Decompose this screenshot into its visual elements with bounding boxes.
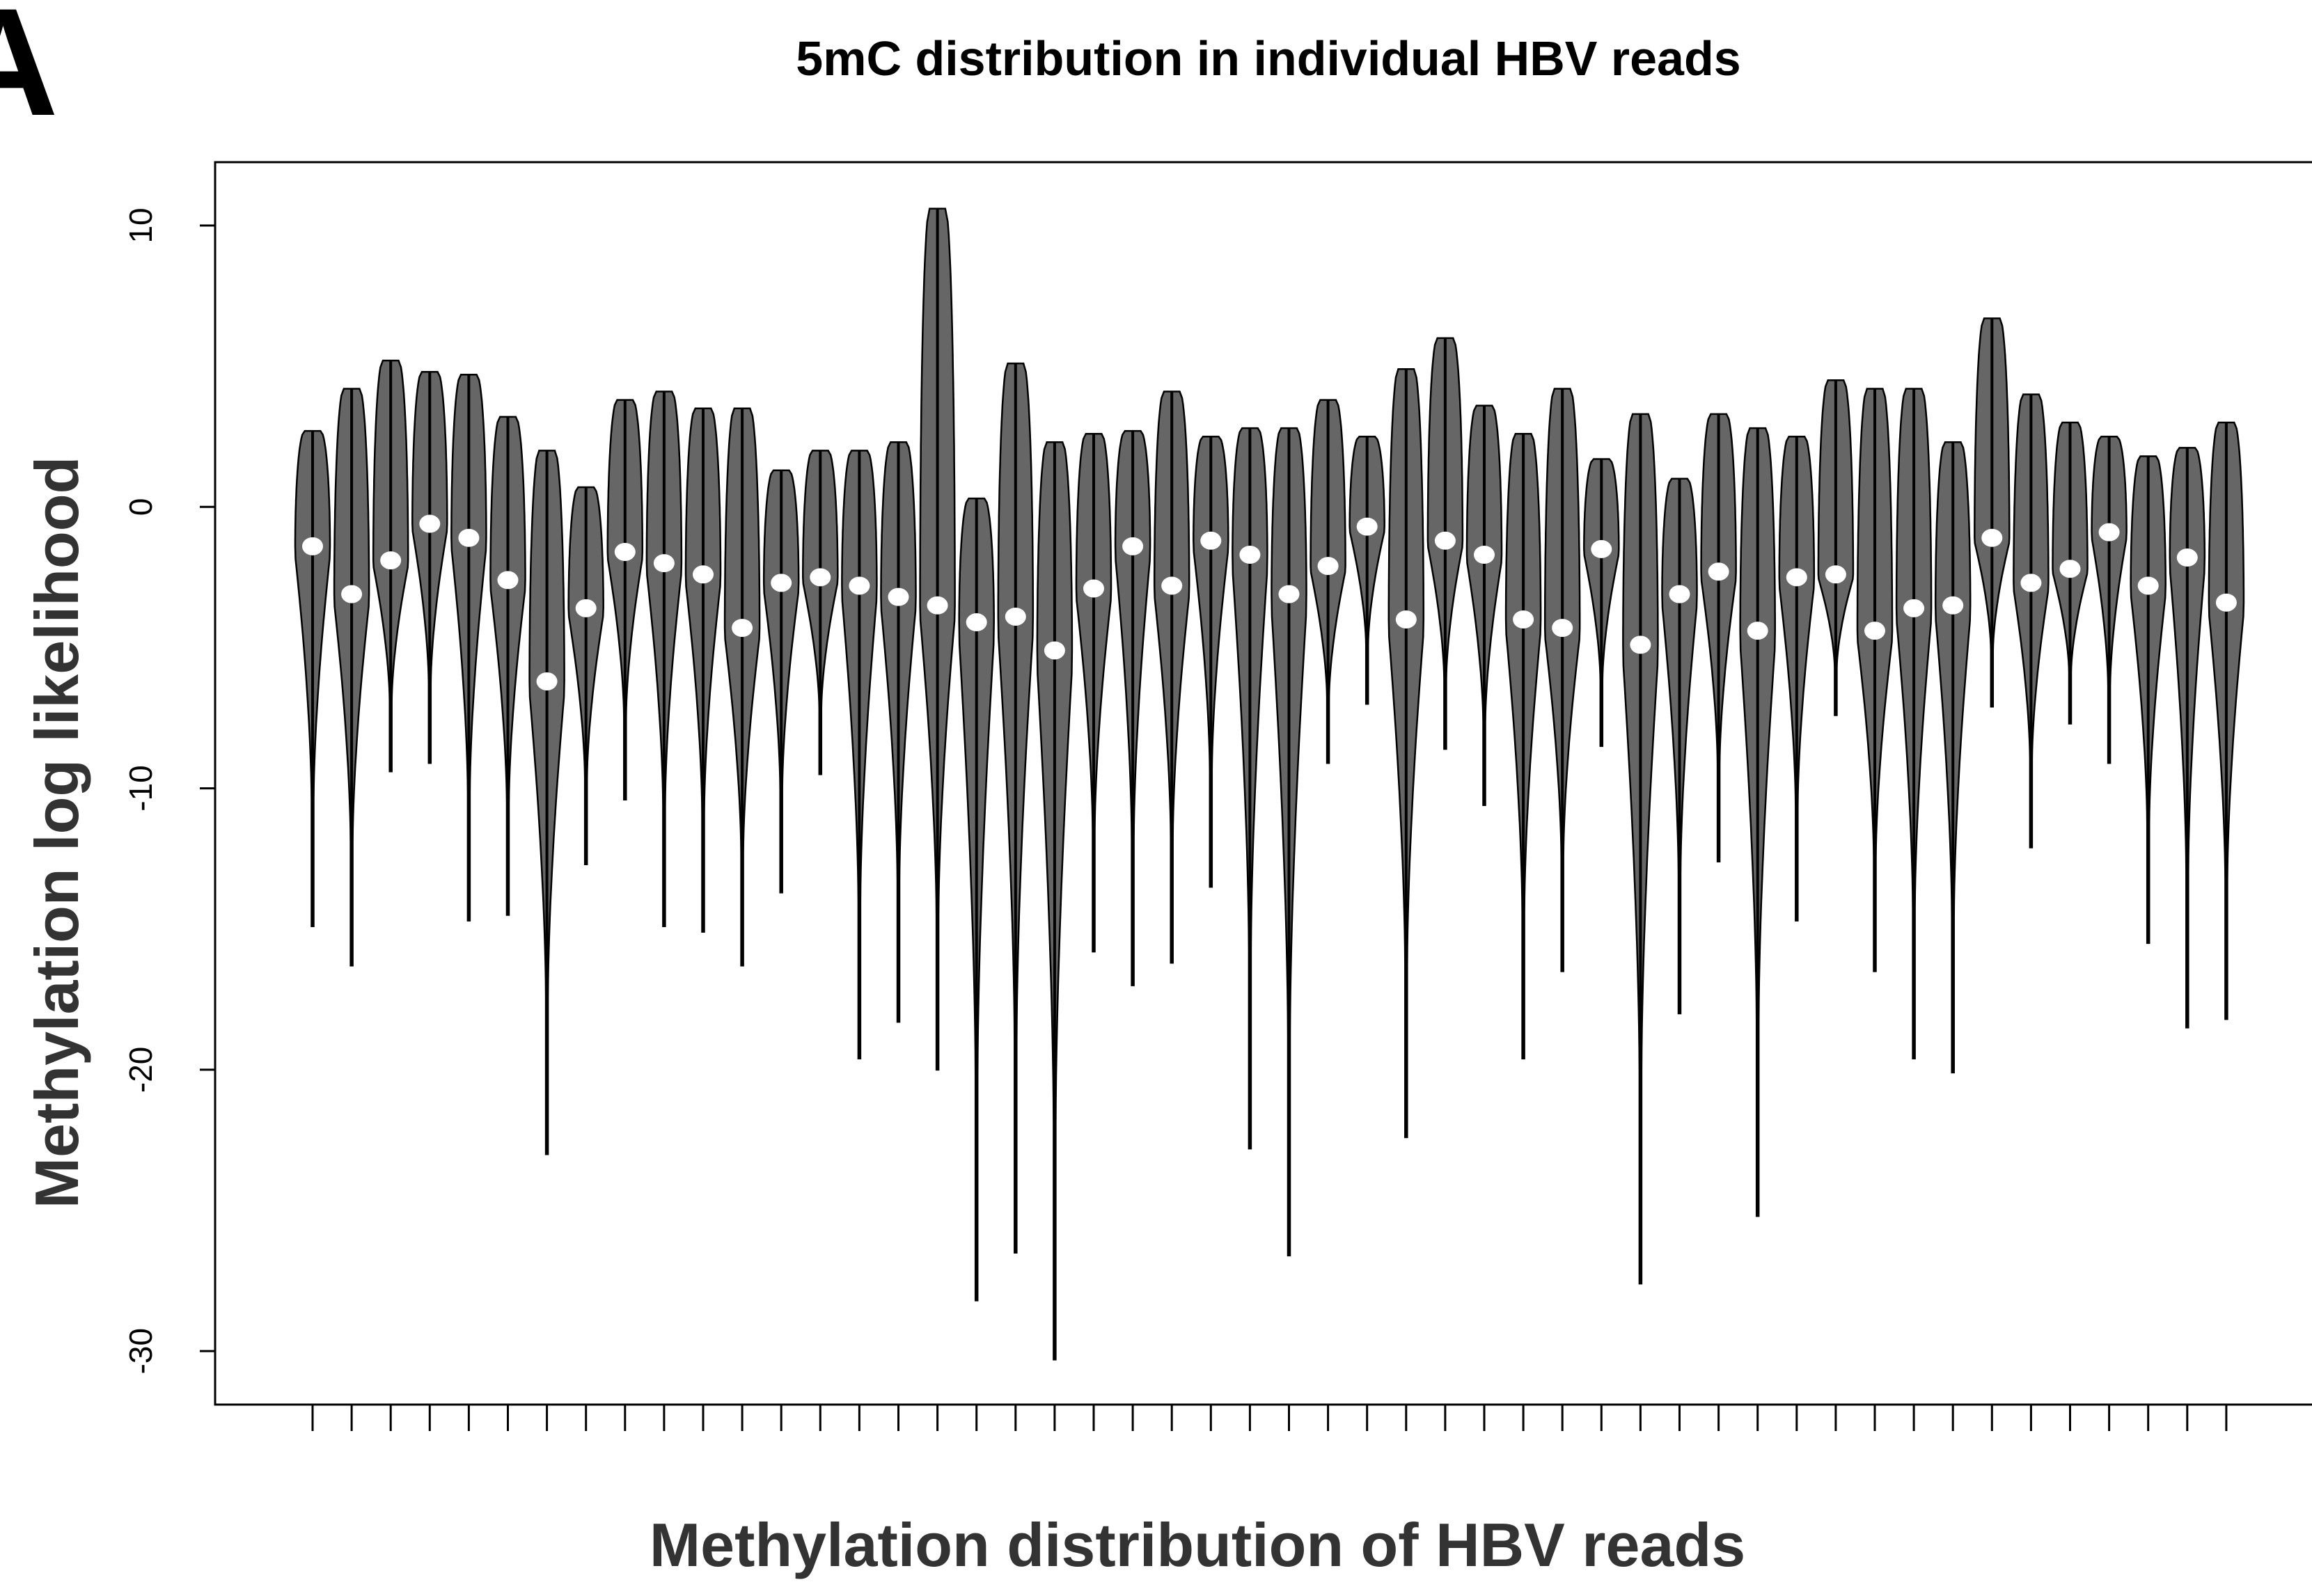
median-dot (1083, 579, 1104, 598)
median-dot (419, 514, 441, 533)
median-dot (1669, 585, 1690, 603)
median-dot (341, 585, 363, 603)
median-dot (380, 551, 402, 570)
median-dot (1044, 641, 1065, 660)
median-dot (927, 596, 948, 615)
median-dot (1200, 531, 1222, 550)
median-dot (1786, 568, 1807, 587)
median-dot (1747, 622, 1768, 640)
plot-frame (214, 161, 2312, 1406)
median-dot (1825, 565, 1846, 584)
median-dot (302, 537, 323, 555)
median-dot (1630, 635, 1651, 654)
median-dot (1513, 610, 1534, 629)
median-dot (2059, 560, 2081, 578)
median-dot (693, 565, 714, 584)
median-dot (497, 571, 519, 590)
median-dot (653, 554, 675, 573)
median-dot (966, 613, 987, 632)
y-tick-label: 0 (123, 498, 159, 516)
median-dot (771, 574, 792, 592)
y-tick-label: -10 (123, 765, 159, 811)
median-dot (2215, 593, 2237, 612)
median-dot (1903, 599, 1925, 617)
median-dot (1239, 546, 1261, 564)
median-dot (2020, 574, 2042, 592)
median-dot (1434, 531, 1456, 550)
median-dot (1395, 610, 1417, 629)
x-axis-label: Methylation distribution of HBV reads (650, 1510, 1745, 1579)
median-dot (1474, 546, 1495, 564)
median-dot (1981, 528, 2003, 547)
y-tick-label: -30 (123, 1328, 159, 1374)
median-dot (2098, 523, 2120, 542)
median-dot (575, 599, 597, 617)
median-dot (458, 528, 480, 547)
median-dot (1708, 562, 1729, 581)
median-dot (810, 568, 831, 587)
y-tick-label: -20 (123, 1047, 159, 1093)
median-dot (1005, 607, 1026, 626)
median-dot (1356, 517, 1378, 536)
median-dot (888, 587, 909, 606)
y-tick-label: 10 (123, 207, 159, 243)
median-dot (1591, 539, 1612, 558)
median-dot (1278, 585, 1300, 603)
median-dot (1942, 596, 1964, 615)
median-dot (536, 672, 558, 690)
median-dot (1161, 576, 1183, 595)
median-dot (2137, 576, 2159, 595)
median-dot (1317, 557, 1339, 576)
median-dot (732, 619, 753, 638)
median-dot (1122, 537, 1144, 555)
y-axis-label: Methylation log likelihood (22, 457, 91, 1208)
median-dot (1552, 619, 1573, 638)
median-dot (849, 576, 870, 595)
median-dot (614, 542, 636, 561)
panel-label: A (0, 0, 58, 148)
median-dot (1864, 622, 1885, 640)
chart-title: 5mC distribution in individual HBV reads (796, 31, 1740, 86)
median-dot (2176, 548, 2198, 567)
